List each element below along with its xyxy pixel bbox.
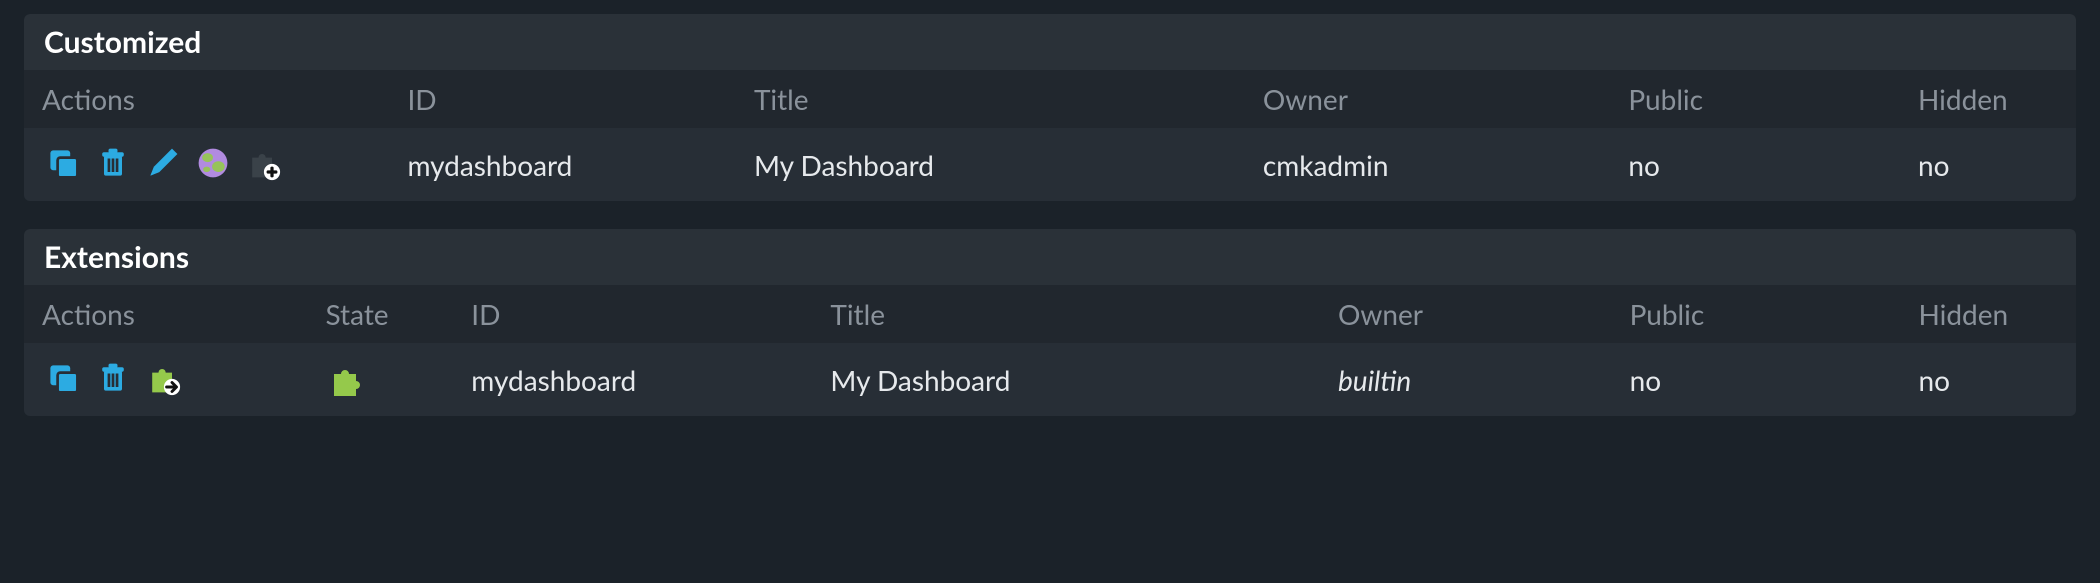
column-header-owner: Owner bbox=[1245, 70, 1610, 128]
column-header-owner: Owner bbox=[1320, 285, 1612, 343]
cell-id: mydashboard bbox=[453, 343, 812, 416]
edit-icon bbox=[145, 145, 181, 181]
delete-icon bbox=[95, 360, 131, 396]
table-row: mydashboardMy Dashboardbuiltinnono bbox=[24, 343, 2076, 416]
page-root: CustomizedActionsIDTitleOwnerPublicHidde… bbox=[0, 0, 2100, 468]
column-header-title: Title bbox=[736, 70, 1245, 128]
clone-icon bbox=[45, 145, 81, 181]
data-table: ActionsStateIDTitleOwnerPublicHidden myd… bbox=[24, 285, 2076, 416]
export-button[interactable] bbox=[142, 357, 184, 399]
delete-icon bbox=[95, 145, 131, 181]
actions-cell bbox=[24, 343, 308, 416]
column-header-public: Public bbox=[1610, 70, 1900, 128]
cell-owner: builtin bbox=[1320, 343, 1612, 416]
cell-public: no bbox=[1612, 343, 1901, 416]
publish-button[interactable] bbox=[192, 142, 234, 184]
column-header-actions: Actions bbox=[24, 285, 308, 343]
publish-icon bbox=[195, 145, 231, 181]
cell-id: mydashboard bbox=[389, 128, 736, 201]
section-title: Extensions bbox=[24, 229, 2076, 285]
export-icon bbox=[145, 360, 181, 396]
section-customized: CustomizedActionsIDTitleOwnerPublicHidde… bbox=[24, 14, 2076, 201]
add-to-extension-package-icon bbox=[245, 145, 281, 181]
column-header-id: ID bbox=[453, 285, 812, 343]
clone-button[interactable] bbox=[42, 357, 84, 399]
clone-icon bbox=[45, 360, 81, 396]
actions-cell bbox=[24, 128, 389, 201]
delete-button[interactable] bbox=[92, 142, 134, 184]
column-header-public: Public bbox=[1612, 285, 1901, 343]
delete-button[interactable] bbox=[92, 357, 134, 399]
column-header-title: Title bbox=[812, 285, 1320, 343]
clone-button[interactable] bbox=[42, 142, 84, 184]
column-header-hidden: Hidden bbox=[1900, 285, 2076, 343]
cell-hidden: no bbox=[1900, 343, 2076, 416]
extension-add-button[interactable] bbox=[242, 142, 284, 184]
table-row: mydashboardMy Dashboardcmkadminnono bbox=[24, 128, 2076, 201]
column-header-id: ID bbox=[389, 70, 736, 128]
cell-title: My Dashboard bbox=[812, 343, 1320, 416]
column-header-hidden: Hidden bbox=[1900, 70, 2076, 128]
cell-owner: cmkadmin bbox=[1245, 128, 1610, 201]
section-extensions: ExtensionsActionsStateIDTitleOwnerPublic… bbox=[24, 229, 2076, 416]
cell-hidden: no bbox=[1900, 128, 2076, 201]
section-title: Customized bbox=[24, 14, 2076, 70]
edit-button[interactable] bbox=[142, 142, 184, 184]
cell-title: My Dashboard bbox=[736, 128, 1245, 201]
state-cell bbox=[308, 343, 454, 416]
cell-public: no bbox=[1610, 128, 1900, 201]
column-header-actions: Actions bbox=[24, 70, 389, 128]
extension-state-icon bbox=[326, 360, 436, 400]
data-table: ActionsIDTitleOwnerPublicHidden mydashbo… bbox=[24, 70, 2076, 201]
column-header-state: State bbox=[308, 285, 454, 343]
